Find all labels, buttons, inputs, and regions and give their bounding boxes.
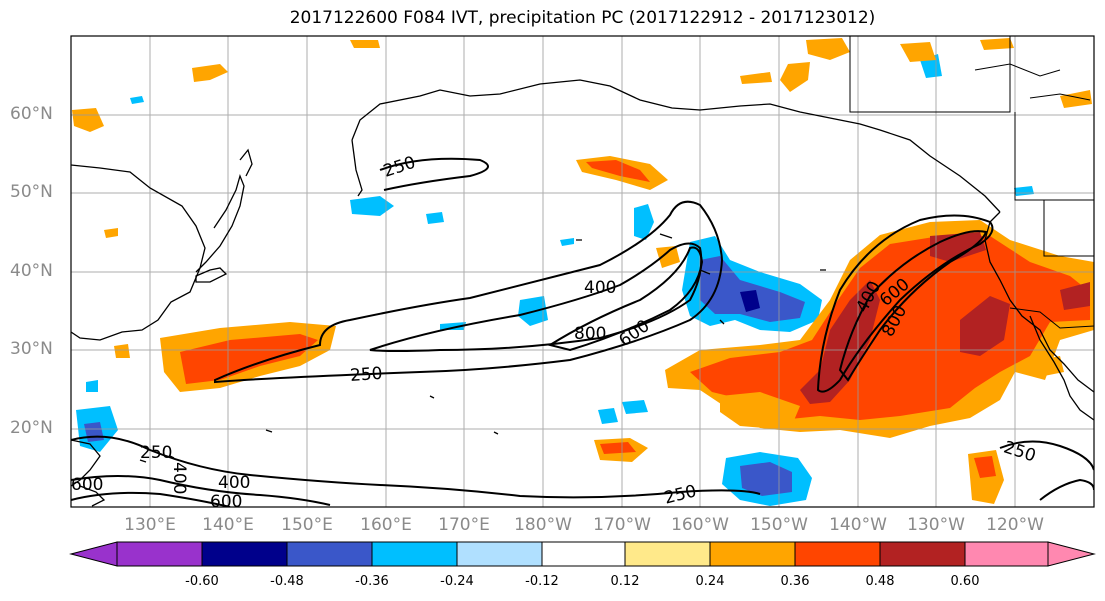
lon-label: 120°W xyxy=(986,515,1044,535)
graticule xyxy=(71,36,1094,507)
contour-label: 400 xyxy=(218,473,250,493)
lon-label: 140°E xyxy=(202,515,254,535)
lon-label: 160°W xyxy=(671,515,729,535)
contour-label: 600 xyxy=(210,492,242,512)
lat-label: 40°N xyxy=(10,261,53,281)
colorbar xyxy=(69,541,1096,567)
colorbar-tick-label: 0.12 xyxy=(610,574,640,589)
lon-label: 170°W xyxy=(593,515,651,535)
map-frame xyxy=(70,35,1095,508)
political-borders xyxy=(849,36,1094,329)
contour-label: 600 xyxy=(71,475,103,495)
map-title: 2017122600 F084 IVT, precipitation PC (2… xyxy=(289,8,876,28)
colorbar-tick-label: -0.36 xyxy=(355,574,389,589)
lon-label: 170°E xyxy=(438,515,490,535)
ivt-contours xyxy=(71,157,1094,507)
lon-label: 130°W xyxy=(907,515,965,535)
colorbar-tick-label: 0.60 xyxy=(950,574,980,589)
coastlines xyxy=(71,79,1094,507)
lon-label: 150°E xyxy=(281,515,333,535)
contour-label: 400 xyxy=(169,462,189,494)
colorbar-tick-label: 0.36 xyxy=(780,574,810,589)
lon-label: 150°W xyxy=(750,515,808,535)
lat-label: 30°N xyxy=(10,339,53,359)
colorbar-tick-label: -0.12 xyxy=(525,574,559,589)
colorbar-tick-label: 0.48 xyxy=(865,574,895,589)
lat-label: 60°N xyxy=(10,104,53,124)
colorbar-extend-low xyxy=(69,541,118,567)
contour-label: 400 xyxy=(584,278,616,298)
lat-label: 20°N xyxy=(10,418,53,438)
colorbar-tick-label: -0.24 xyxy=(440,574,474,589)
contour-label: 250 xyxy=(381,153,418,182)
positive-precip-areas xyxy=(72,38,1094,504)
contour-label: 800 xyxy=(574,324,606,344)
colorbar-tick-label: 0.24 xyxy=(695,574,725,589)
lon-label: 180°W xyxy=(514,515,572,535)
contour-label: 250 xyxy=(349,364,383,386)
lat-label: 50°N xyxy=(10,182,53,202)
colorbar-tick-label: -0.60 xyxy=(185,574,219,589)
lon-label: 140°W xyxy=(829,515,887,535)
lon-label: 130°E xyxy=(124,515,176,535)
lon-label: 160°E xyxy=(360,515,412,535)
contour-label: 250 xyxy=(140,443,172,463)
colorbar-extend-high xyxy=(1047,541,1096,567)
contour-label: 250 xyxy=(662,481,698,508)
colorbar-tick-label: -0.48 xyxy=(270,574,304,589)
